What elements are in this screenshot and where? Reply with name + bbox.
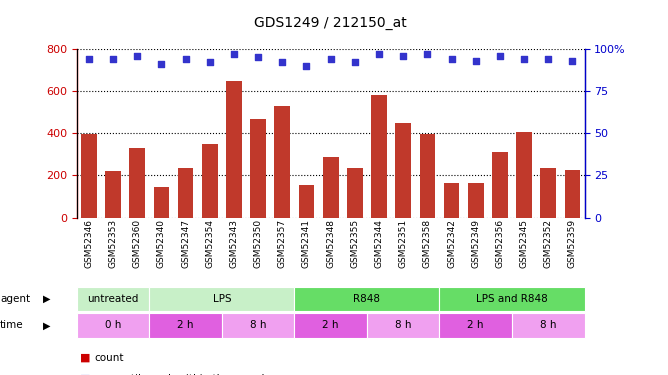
Point — [446, 56, 457, 62]
Bar — [371, 95, 387, 218]
Point — [422, 51, 433, 57]
Bar — [106, 171, 121, 217]
Bar — [275, 106, 290, 218]
Text: 8 h: 8 h — [250, 320, 267, 330]
Bar — [468, 183, 484, 218]
Bar — [420, 134, 436, 218]
Text: untreated: untreated — [88, 294, 139, 304]
Text: 8 h: 8 h — [540, 320, 556, 330]
Point — [398, 53, 409, 58]
Point — [132, 53, 142, 58]
Text: ▶: ▶ — [43, 294, 51, 304]
Bar — [299, 185, 315, 218]
Point — [108, 56, 118, 62]
Text: ■: ■ — [80, 353, 91, 363]
Text: agent: agent — [0, 294, 30, 304]
Point — [301, 63, 312, 69]
Bar — [250, 119, 266, 218]
Point — [349, 59, 360, 65]
Bar — [323, 158, 339, 218]
Point — [156, 61, 167, 67]
Bar — [516, 132, 532, 218]
Point — [325, 56, 336, 62]
Bar — [347, 168, 363, 217]
Text: 2 h: 2 h — [178, 320, 194, 330]
Text: 8 h: 8 h — [395, 320, 411, 330]
Text: 0 h: 0 h — [105, 320, 122, 330]
Text: GDS1249 / 212150_at: GDS1249 / 212150_at — [255, 16, 407, 30]
Point — [228, 51, 239, 57]
Bar — [395, 123, 411, 218]
Point — [543, 56, 554, 62]
Text: LPS: LPS — [212, 294, 231, 304]
Point — [567, 57, 578, 63]
Bar — [444, 183, 460, 218]
Bar — [564, 170, 580, 217]
Text: percentile rank within the sample: percentile rank within the sample — [95, 374, 271, 375]
Text: ▶: ▶ — [43, 320, 51, 330]
Text: ■: ■ — [80, 374, 91, 375]
Point — [470, 57, 481, 63]
Point — [180, 56, 191, 62]
Point — [204, 59, 215, 65]
Text: time: time — [0, 320, 23, 330]
Point — [253, 54, 263, 60]
Text: count: count — [95, 353, 124, 363]
Bar — [154, 187, 169, 218]
Text: R848: R848 — [353, 294, 380, 304]
Bar — [130, 148, 145, 217]
Bar — [492, 152, 508, 217]
Point — [494, 53, 505, 58]
Text: 2 h: 2 h — [468, 320, 484, 330]
Point — [277, 59, 288, 65]
Point — [519, 56, 530, 62]
Text: 2 h: 2 h — [323, 320, 339, 330]
Bar — [81, 134, 97, 218]
Bar — [540, 168, 556, 217]
Bar — [202, 144, 218, 218]
Point — [84, 56, 94, 62]
Bar — [178, 168, 194, 217]
Text: LPS and R848: LPS and R848 — [476, 294, 548, 304]
Bar — [226, 81, 242, 218]
Point — [373, 51, 384, 57]
